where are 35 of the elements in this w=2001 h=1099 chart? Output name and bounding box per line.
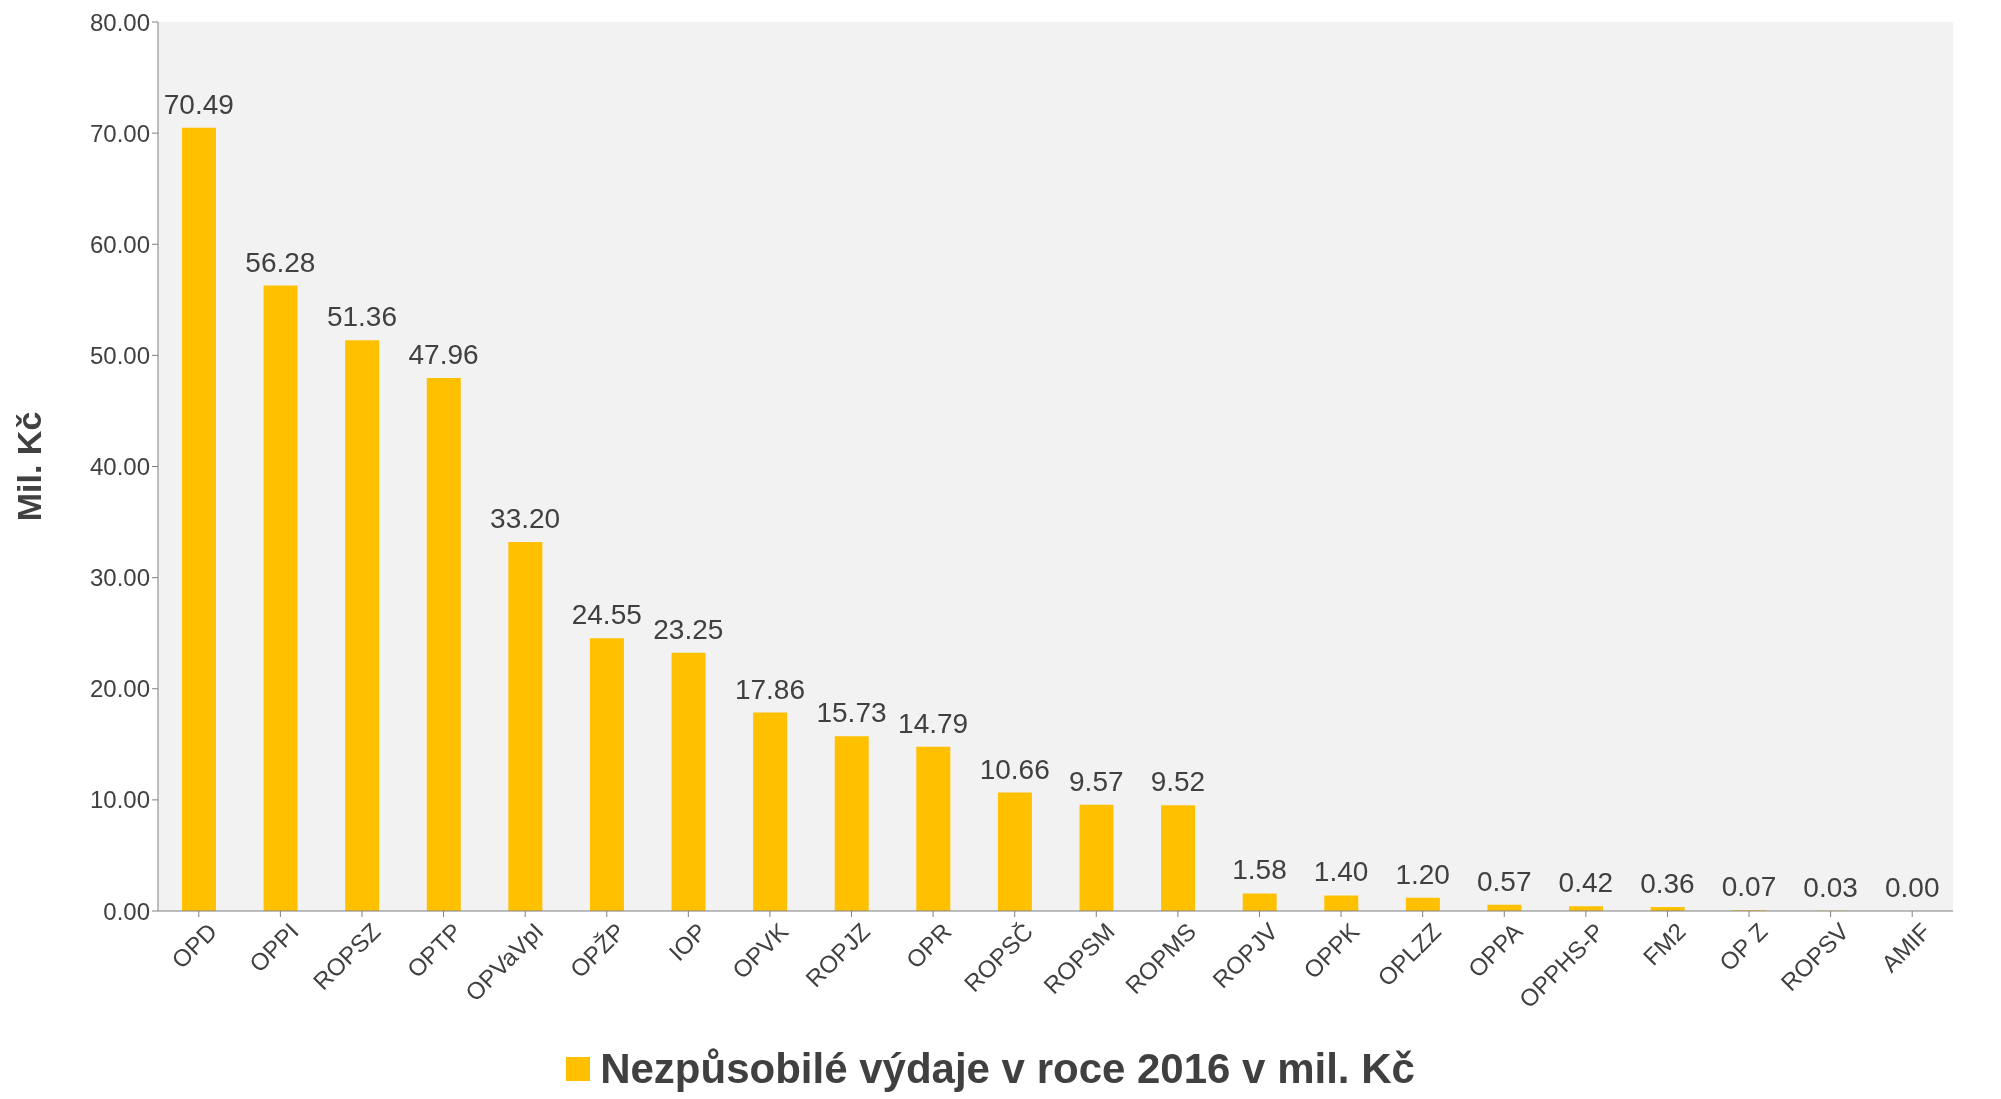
data-label: 47.96 bbox=[408, 339, 479, 371]
data-label: 56.28 bbox=[245, 246, 316, 278]
y-tick-label: 50.00 bbox=[89, 341, 150, 369]
data-label: 1.58 bbox=[1232, 854, 1287, 886]
data-label: 70.49 bbox=[163, 88, 234, 120]
y-tick-label: 30.00 bbox=[89, 564, 150, 592]
data-label: 0.07 bbox=[1721, 871, 1777, 903]
x-tick-label: OP Z bbox=[1713, 917, 1773, 976]
data-label: 51.36 bbox=[326, 301, 398, 333]
data-label: 9.52 bbox=[1150, 766, 1206, 798]
legend-label: Nezpůsobilé výdaje v roce 2016 v mil. Kč bbox=[599, 1045, 1415, 1093]
y-tick-label: 60.00 bbox=[89, 230, 150, 258]
data-label: 0.42 bbox=[1558, 867, 1614, 899]
data-label: 10.66 bbox=[979, 753, 1050, 785]
y-axis-title: Mil. Kč bbox=[10, 411, 49, 522]
data-label: 0.57 bbox=[1477, 865, 1532, 897]
data-label: 0.36 bbox=[1640, 868, 1695, 899]
data-label: 15.73 bbox=[816, 697, 887, 729]
y-tick-label: 20.00 bbox=[89, 675, 150, 703]
data-label: 33.20 bbox=[490, 503, 561, 535]
y-tick-label: 10.00 bbox=[89, 786, 150, 814]
data-label: 1.40 bbox=[1313, 856, 1369, 888]
data-label: 1.20 bbox=[1395, 858, 1450, 890]
y-tick-label: 40.00 bbox=[89, 453, 150, 481]
data-label: 17.86 bbox=[734, 673, 805, 705]
data-label: 9.57 bbox=[1069, 765, 1124, 797]
data-label: 14.79 bbox=[898, 707, 969, 739]
x-tick-label: IOP bbox=[663, 917, 712, 966]
y-tick-label: 70.00 bbox=[89, 119, 150, 147]
data-label: 24.55 bbox=[571, 599, 642, 631]
data-label: 23.25 bbox=[653, 613, 724, 645]
y-tick-label: 80.00 bbox=[89, 8, 150, 36]
data-label: 0.03 bbox=[1803, 871, 1858, 903]
y-tick-label: 0.00 bbox=[103, 897, 150, 925]
data-label: 0.00 bbox=[1884, 872, 1940, 903]
